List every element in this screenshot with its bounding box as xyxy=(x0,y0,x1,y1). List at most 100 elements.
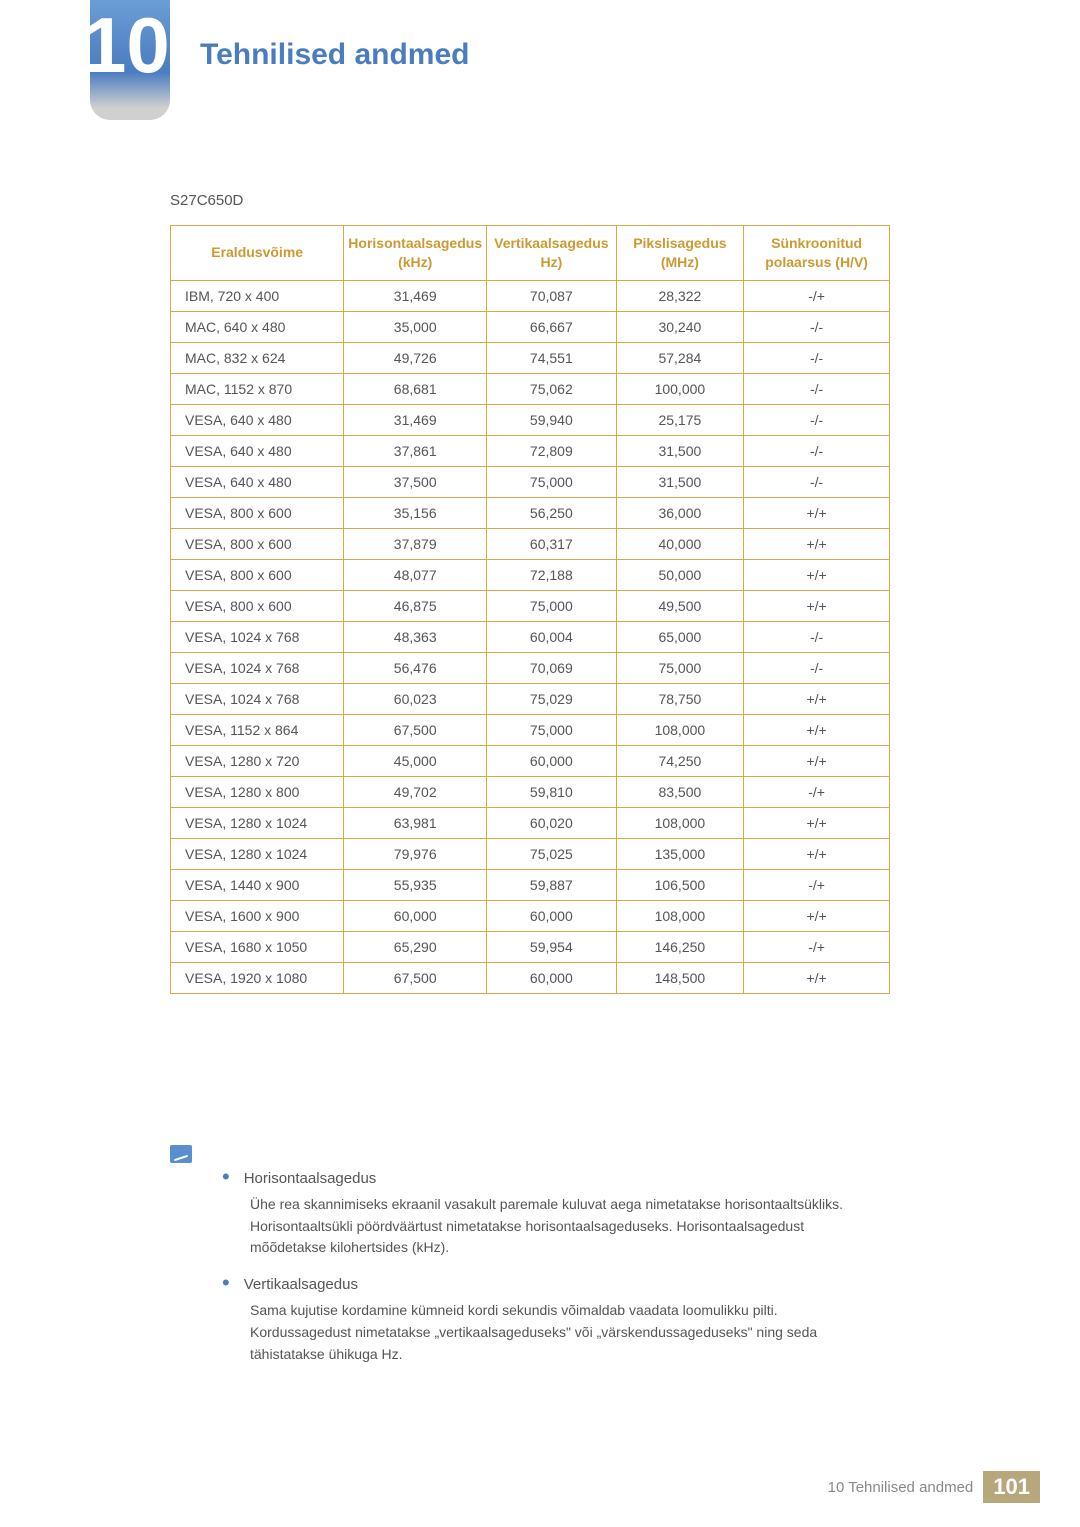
note-body: Ühe rea skannimiseks ekraanil vasakult p… xyxy=(250,1194,862,1259)
table-cell: +/+ xyxy=(744,838,890,869)
table-cell: VESA, 1280 x 1024 xyxy=(171,838,344,869)
table-cell: 25,175 xyxy=(616,404,744,435)
table-cell: -/+ xyxy=(744,869,890,900)
notes-block: • Horisontaalsagedus Ühe rea skannimisek… xyxy=(170,1145,890,1379)
table-cell: VESA, 1024 x 768 xyxy=(171,652,344,683)
table-cell: 40,000 xyxy=(616,528,744,559)
table-row: IBM, 720 x 40031,46970,08728,322-/+ xyxy=(171,280,890,311)
table-cell: +/+ xyxy=(744,745,890,776)
table-cell: 67,500 xyxy=(344,962,487,993)
page: 10 Tehnilised andmed S27C650D Eraldusvõi… xyxy=(0,0,1080,1527)
table-cell: 75,062 xyxy=(487,373,616,404)
table-cell: VESA, 1920 x 1080 xyxy=(171,962,344,993)
table-cell: 65,000 xyxy=(616,621,744,652)
table-row: VESA, 1280 x 72045,00060,00074,250+/+ xyxy=(171,745,890,776)
table-cell: VESA, 640 x 480 xyxy=(171,466,344,497)
table-cell: 56,250 xyxy=(487,497,616,528)
table-cell: 28,322 xyxy=(616,280,744,311)
table-cell: 74,250 xyxy=(616,745,744,776)
table-row: VESA, 1280 x 80049,70259,81083,500-/+ xyxy=(171,776,890,807)
table-cell: -/+ xyxy=(744,280,890,311)
chapter-number: 10 xyxy=(83,6,170,84)
table-cell: VESA, 1600 x 900 xyxy=(171,900,344,931)
table-row: VESA, 1680 x 105065,29059,954146,250-/+ xyxy=(171,931,890,962)
table-cell: 35,000 xyxy=(344,311,487,342)
table-cell: 108,000 xyxy=(616,900,744,931)
table-cell: +/+ xyxy=(744,683,890,714)
table-cell: 59,887 xyxy=(487,869,616,900)
table-row: MAC, 832 x 62449,72674,55157,284-/- xyxy=(171,342,890,373)
table-row: VESA, 1280 x 102479,97675,025135,000+/+ xyxy=(171,838,890,869)
table-cell: VESA, 800 x 600 xyxy=(171,528,344,559)
table-row: MAC, 640 x 48035,00066,66730,240-/- xyxy=(171,311,890,342)
table-cell: 72,809 xyxy=(487,435,616,466)
table-cell: 56,476 xyxy=(344,652,487,683)
table-row: VESA, 640 x 48037,86172,80931,500-/- xyxy=(171,435,890,466)
table-row: VESA, 1024 x 76856,47670,06975,000-/- xyxy=(171,652,890,683)
th-vfreq: Vertikaalsagedus Hz) xyxy=(487,226,616,281)
table-cell: 50,000 xyxy=(616,559,744,590)
table-cell: 72,188 xyxy=(487,559,616,590)
table-cell: 66,667 xyxy=(487,311,616,342)
table-cell: VESA, 1280 x 800 xyxy=(171,776,344,807)
table-cell: MAC, 640 x 480 xyxy=(171,311,344,342)
table-cell: VESA, 640 x 480 xyxy=(171,435,344,466)
table-row: VESA, 1024 x 76848,36360,00465,000-/- xyxy=(171,621,890,652)
table-cell: 74,551 xyxy=(487,342,616,373)
table-cell: 45,000 xyxy=(344,745,487,776)
table-cell: 79,976 xyxy=(344,838,487,869)
table-cell: IBM, 720 x 400 xyxy=(171,280,344,311)
table-cell: 60,020 xyxy=(487,807,616,838)
table-row: VESA, 800 x 60037,87960,31740,000+/+ xyxy=(171,528,890,559)
table-cell: VESA, 1280 x 1024 xyxy=(171,807,344,838)
th-hfreq: Horisontaalsagedus (kHz) xyxy=(344,226,487,281)
table-cell: 31,500 xyxy=(616,466,744,497)
th-resolution: Eraldusvõime xyxy=(171,226,344,281)
table-row: VESA, 800 x 60046,87575,00049,500+/+ xyxy=(171,590,890,621)
note-title: Horisontaalsagedus xyxy=(244,1167,377,1190)
table-row: VESA, 1920 x 108067,50060,000148,500+/+ xyxy=(171,962,890,993)
table-cell: 57,284 xyxy=(616,342,744,373)
table-cell: 55,935 xyxy=(344,869,487,900)
table-cell: 35,156 xyxy=(344,497,487,528)
table-cell: 49,726 xyxy=(344,342,487,373)
table-cell: 65,290 xyxy=(344,931,487,962)
table-cell: VESA, 800 x 600 xyxy=(171,590,344,621)
table-cell: -/- xyxy=(744,342,890,373)
table-cell: MAC, 832 x 624 xyxy=(171,342,344,373)
note-icon xyxy=(170,1145,192,1163)
th-polarity: Sünkroonitud polaarsus (H/V) xyxy=(744,226,890,281)
table-cell: 31,469 xyxy=(344,280,487,311)
table-cell: 148,500 xyxy=(616,962,744,993)
table-cell: -/+ xyxy=(744,776,890,807)
table-cell: 63,981 xyxy=(344,807,487,838)
note-item: • Horisontaalsagedus xyxy=(222,1167,862,1190)
table-cell: +/+ xyxy=(744,590,890,621)
table-row: VESA, 1280 x 102463,98160,020108,000+/+ xyxy=(171,807,890,838)
table-cell: -/- xyxy=(744,652,890,683)
table-cell: 37,861 xyxy=(344,435,487,466)
table-cell: MAC, 1152 x 870 xyxy=(171,373,344,404)
table-cell: -/- xyxy=(744,404,890,435)
table-cell: -/- xyxy=(744,373,890,404)
table-cell: +/+ xyxy=(744,900,890,931)
note-item: • Vertikaalsagedus xyxy=(222,1273,862,1296)
footer-text: 10 Tehnilised andmed xyxy=(828,1479,974,1496)
table-row: VESA, 1440 x 90055,93559,887106,500-/+ xyxy=(171,869,890,900)
table-cell: 75,000 xyxy=(616,652,744,683)
bullet-icon: • xyxy=(222,1273,230,1296)
table-cell: VESA, 800 x 600 xyxy=(171,559,344,590)
table-cell: -/- xyxy=(744,466,890,497)
table-cell: 30,240 xyxy=(616,311,744,342)
footer-page: 101 xyxy=(983,1471,1040,1503)
table-cell: 60,317 xyxy=(487,528,616,559)
table-cell: 37,500 xyxy=(344,466,487,497)
table-cell: -/- xyxy=(744,621,890,652)
table-cell: 75,029 xyxy=(487,683,616,714)
table-cell: 70,069 xyxy=(487,652,616,683)
table-cell: +/+ xyxy=(744,559,890,590)
table-cell: 75,025 xyxy=(487,838,616,869)
table-cell: VESA, 1152 x 864 xyxy=(171,714,344,745)
table-cell: 67,500 xyxy=(344,714,487,745)
table-cell: 31,469 xyxy=(344,404,487,435)
